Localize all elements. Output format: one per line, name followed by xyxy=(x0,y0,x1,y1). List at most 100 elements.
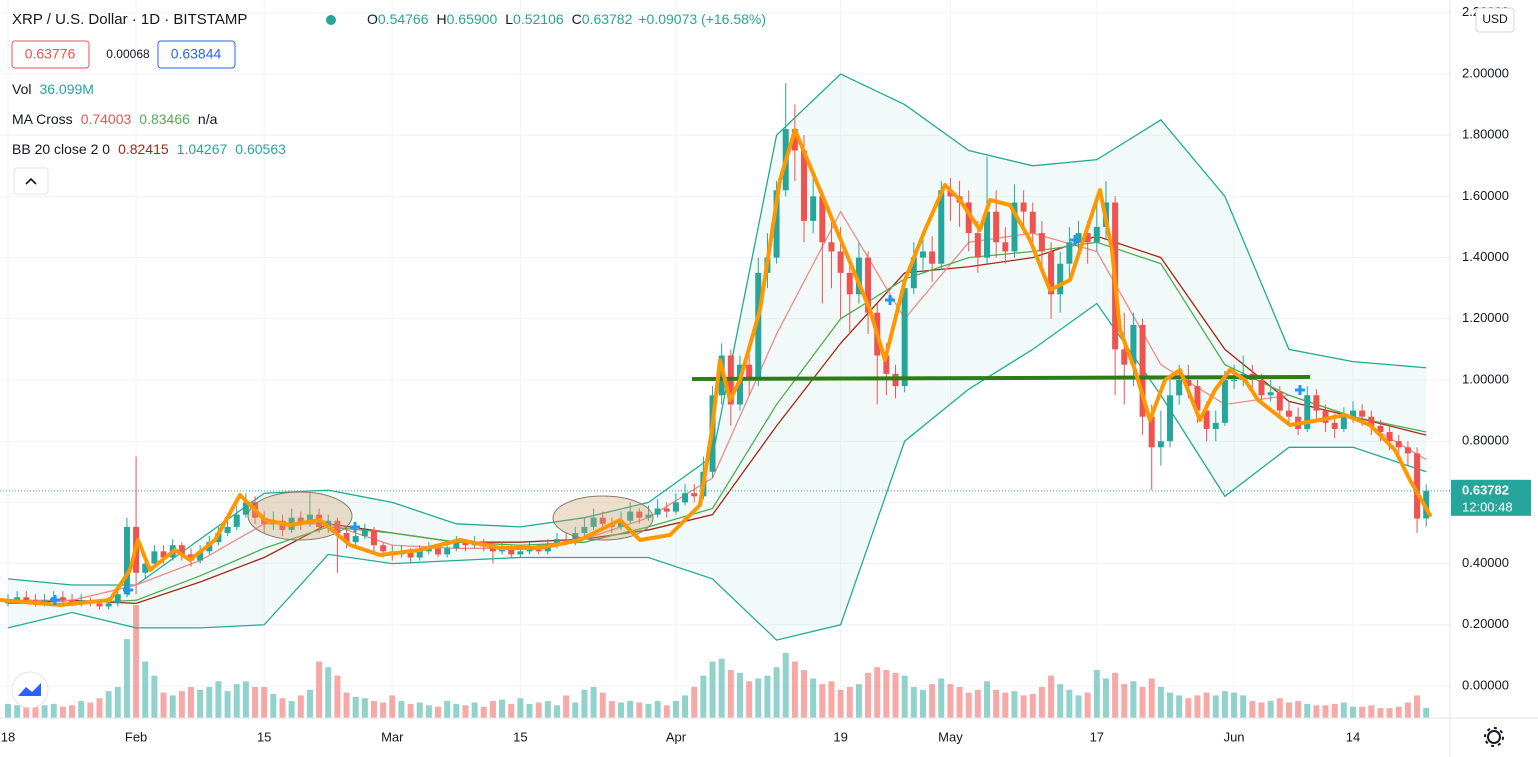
volume-bar xyxy=(270,694,277,718)
candle-body xyxy=(663,508,670,512)
volume-bar xyxy=(782,653,789,718)
volume-bar xyxy=(499,699,506,718)
candle-body xyxy=(627,511,634,521)
candle-body xyxy=(599,517,606,524)
volume-bar xyxy=(23,706,30,718)
volume-bar xyxy=(563,695,570,718)
volume-bar xyxy=(279,698,286,718)
volume-bar xyxy=(1185,698,1192,718)
countdown: 12:00:48 xyxy=(1462,499,1513,514)
volume-bar xyxy=(334,675,341,718)
candle-body xyxy=(691,493,698,497)
collapse-button[interactable] xyxy=(13,167,49,195)
volume-bar xyxy=(316,661,323,718)
volume-bar xyxy=(855,684,862,718)
volume-bar xyxy=(489,701,496,718)
volume-bar xyxy=(178,691,185,718)
candle-body xyxy=(1276,392,1283,411)
volume-bar xyxy=(1038,686,1045,718)
volume-bar xyxy=(1212,695,1219,718)
symbol: XRP / U.S. Dollar · 1D · BITSTAMP xyxy=(12,11,247,28)
volume-bar xyxy=(929,684,936,718)
y-tick-label: 0.80000 xyxy=(1462,433,1509,448)
cross-markers xyxy=(50,235,1305,605)
x-tick-label: 15 xyxy=(513,729,527,744)
settings-icon[interactable] xyxy=(1484,727,1504,747)
volume-bar xyxy=(947,684,954,718)
volume-bar xyxy=(69,705,76,718)
volume-bar xyxy=(1368,705,1375,718)
candle-body xyxy=(1093,226,1100,243)
candle-body xyxy=(819,196,826,243)
indicator-line xyxy=(7,302,1427,641)
candle-body xyxy=(197,551,204,561)
sell-box[interactable] xyxy=(11,40,90,69)
volume-bar xyxy=(160,692,167,718)
candle-body xyxy=(114,594,121,604)
volume-bar xyxy=(901,675,908,718)
price-axis xyxy=(1450,0,1538,757)
candle-body xyxy=(370,529,377,546)
candle-body xyxy=(1075,233,1082,243)
volume-bar xyxy=(1112,672,1119,718)
volume-bar xyxy=(1395,706,1402,718)
candle-body xyxy=(1121,349,1128,365)
volume-bar xyxy=(919,689,926,718)
volume-bar xyxy=(233,684,240,718)
volume-bar xyxy=(444,701,451,718)
volume-bar xyxy=(1322,705,1329,718)
candle-body xyxy=(14,597,21,601)
candle-body xyxy=(306,514,313,524)
y-tick-label: 1.20000 xyxy=(1462,310,1509,325)
candle-body xyxy=(810,196,817,221)
volume-bar xyxy=(471,702,478,718)
candle-body xyxy=(160,551,167,558)
candle-body xyxy=(1029,211,1036,234)
candle-body xyxy=(1185,379,1192,387)
volume-bar xyxy=(78,701,85,718)
candle-body xyxy=(563,539,570,543)
volume-bar xyxy=(572,702,579,718)
candle-body xyxy=(718,355,725,396)
grid xyxy=(0,0,1450,718)
volume-bar xyxy=(1203,692,1210,718)
candle-body xyxy=(462,542,469,546)
currency-box[interactable] xyxy=(1475,7,1515,33)
x-tick-label: 18 xyxy=(1,729,15,744)
candle-body xyxy=(352,536,359,543)
band-fill xyxy=(7,73,1427,641)
sell-price: 0.63776 xyxy=(25,46,76,62)
logo-button[interactable] xyxy=(11,671,49,709)
volume-bar xyxy=(590,686,597,718)
volume-bar xyxy=(1167,692,1174,718)
volume-bar xyxy=(288,701,295,718)
volume-bar xyxy=(105,691,112,718)
y-tick-label: 0.40000 xyxy=(1462,555,1509,570)
candle-body xyxy=(791,129,798,151)
y-tick-label: 1.40000 xyxy=(1462,249,1509,264)
volume-bar xyxy=(1176,695,1183,718)
candle-body xyxy=(1350,410,1357,417)
volume-bar xyxy=(14,705,21,718)
volume-bar xyxy=(1221,691,1228,718)
volume-bar xyxy=(627,701,634,718)
volume-bar xyxy=(1304,703,1311,718)
candle-body xyxy=(59,597,66,601)
buy-box[interactable] xyxy=(157,40,236,69)
candle-body xyxy=(1130,324,1137,365)
volume-bar xyxy=(370,701,377,718)
candle-body xyxy=(773,190,780,258)
volume-bar xyxy=(764,675,771,718)
candle-body xyxy=(645,514,652,518)
x-tick-label: May xyxy=(938,729,963,744)
candle-body xyxy=(380,545,387,552)
vol-legend: Vol 36.099M xyxy=(12,81,94,97)
candle-body xyxy=(517,551,524,555)
volume-bar xyxy=(645,703,652,718)
volume-bar xyxy=(32,702,39,718)
volume-bar xyxy=(691,686,698,718)
volume-bar xyxy=(727,670,734,718)
candle-body xyxy=(929,251,936,264)
volume xyxy=(4,605,1430,718)
candle-body xyxy=(1386,432,1393,442)
